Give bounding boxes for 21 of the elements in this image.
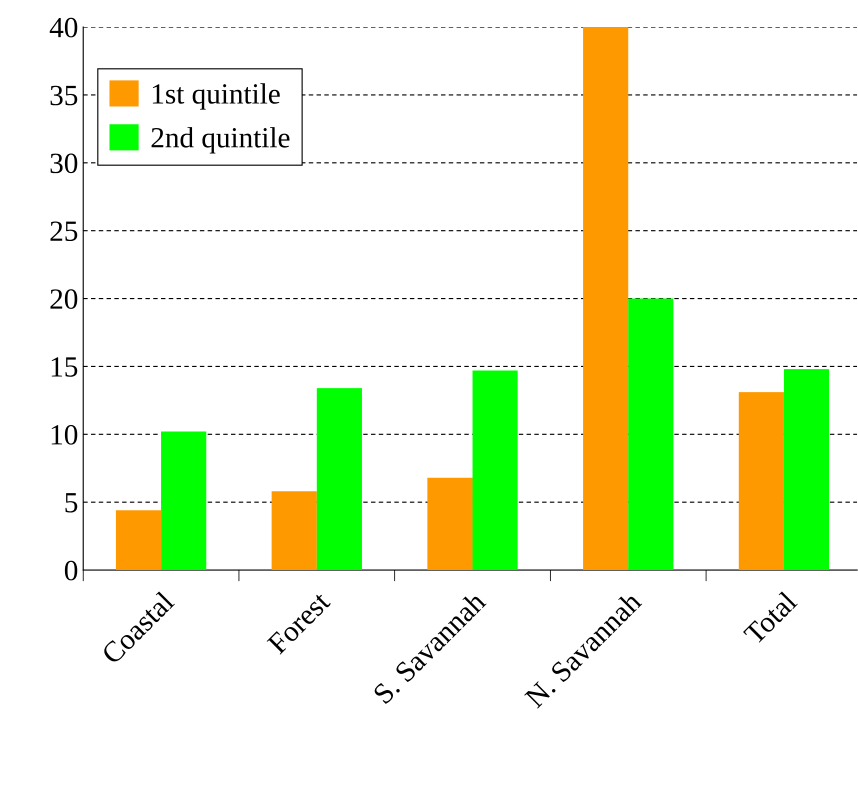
bar <box>272 491 317 570</box>
bar <box>316 388 362 570</box>
legend-label: 1st quintile <box>152 83 280 110</box>
y-tick-label: 20 <box>50 289 78 309</box>
y-tick-label: 0 <box>64 560 78 580</box>
bar <box>628 298 674 570</box>
y-tick-label: 40 <box>50 18 78 38</box>
bar <box>784 369 830 570</box>
bar <box>472 370 518 570</box>
y-tick-label: 35 <box>50 86 78 106</box>
bar <box>161 432 206 570</box>
y-tick-label: 15 <box>52 357 78 377</box>
bar <box>427 478 473 570</box>
y-tick-label: 25 <box>50 221 78 242</box>
bar <box>583 27 628 570</box>
y-tick-label: 10 <box>52 424 78 445</box>
bar <box>738 392 784 570</box>
bar <box>116 510 162 570</box>
y-tick-label: 30 <box>50 154 78 174</box>
legend-label: 2nd quintile <box>152 127 290 154</box>
y-tick-label: 5 <box>65 493 78 513</box>
